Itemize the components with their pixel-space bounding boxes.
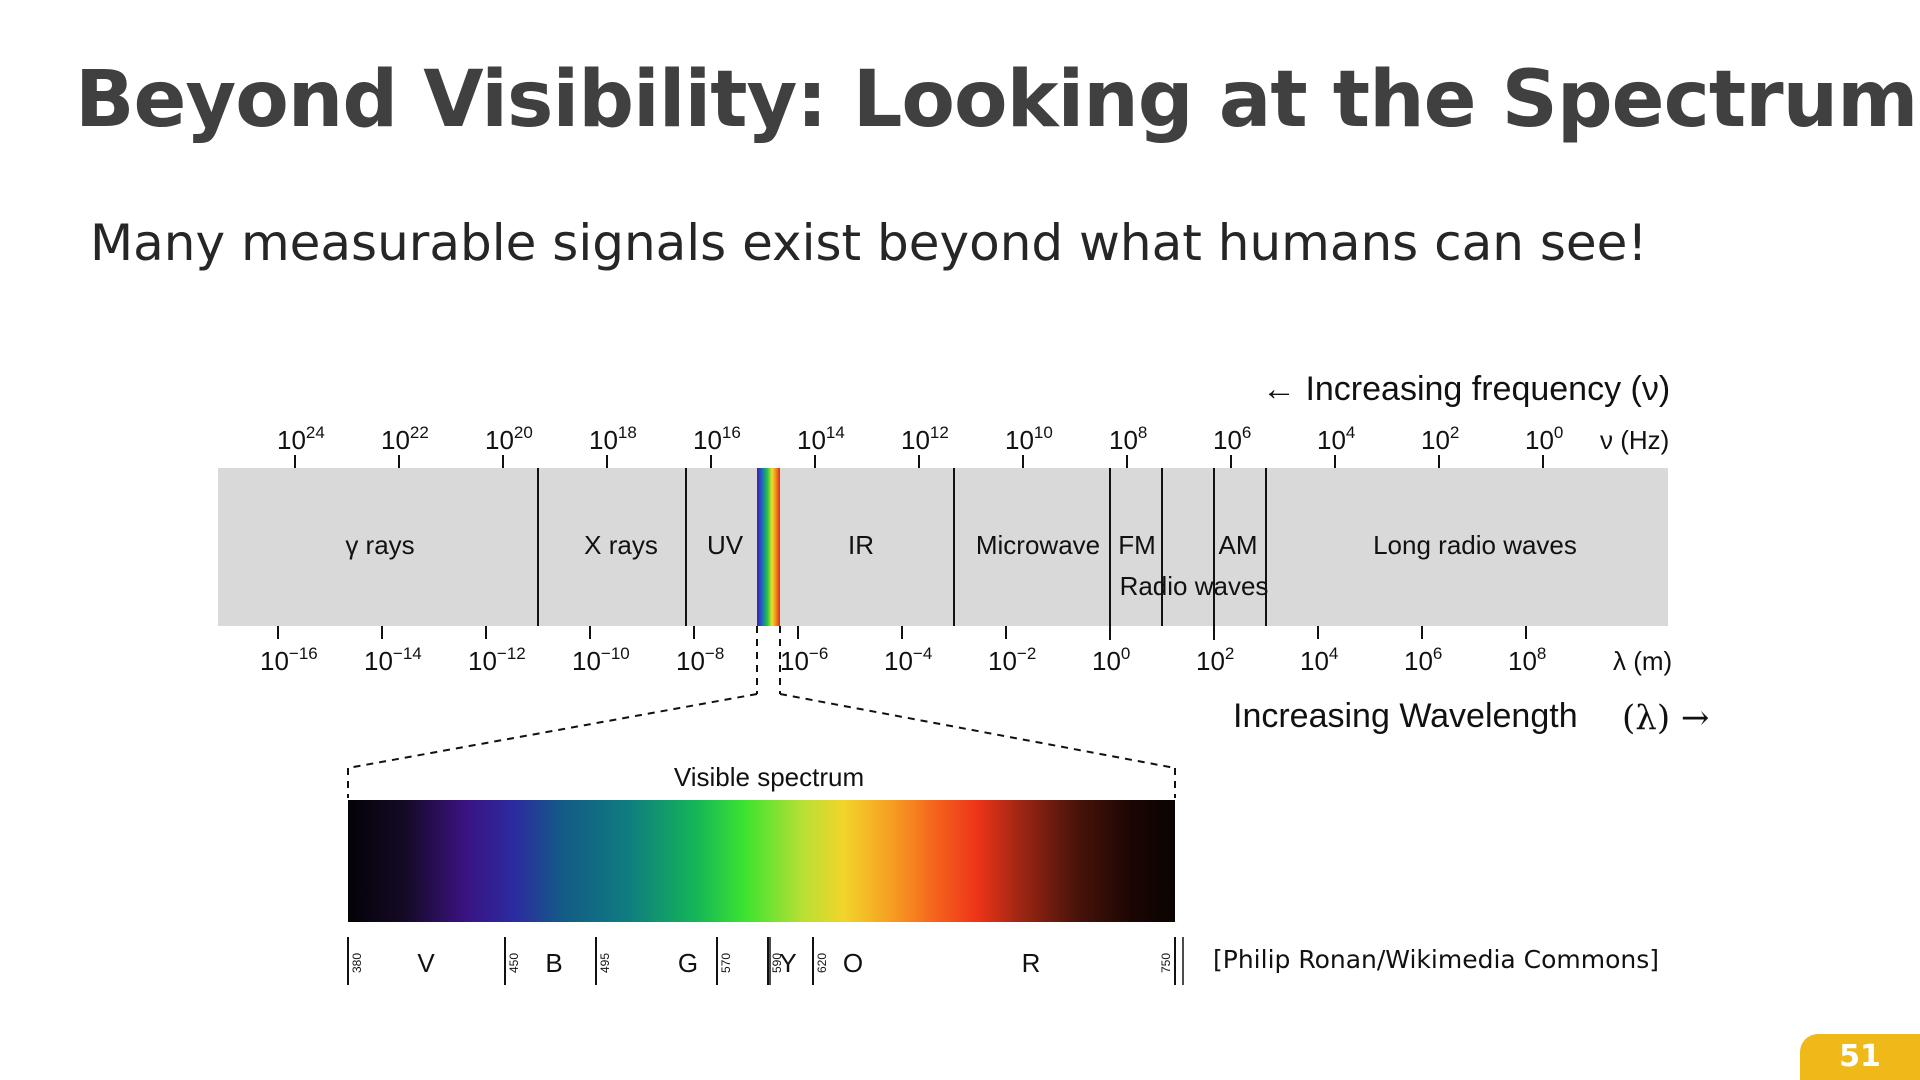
visible-boundary-label: 380 — [350, 953, 364, 973]
page-number-badge: 51 — [1800, 1034, 1920, 1080]
wavelength-tick-label: 10−14 — [364, 644, 422, 676]
visible-color-letter: V — [417, 948, 435, 978]
visible-color-letter: Y — [779, 948, 796, 978]
frequency-tick-label: 1024 — [277, 423, 325, 455]
band-x-rays: X rays — [584, 530, 658, 560]
wavelength-tick-label: 106 — [1404, 644, 1442, 676]
visible-band-strip — [757, 468, 780, 626]
visible-boundary-label: 450 — [507, 953, 521, 973]
wavelength-tick-label: 10−8 — [676, 644, 724, 676]
visible-boundary-label: 590 — [770, 953, 784, 973]
frequency-tick-label: 106 — [1213, 423, 1251, 455]
visible-boundary-label: 570 — [719, 953, 733, 973]
band-dividers — [537, 468, 1267, 640]
frequency-tick-label: 100 — [1525, 423, 1563, 455]
band-radio-waves: Radio waves — [1120, 571, 1269, 601]
wavelength-tick-label: 104 — [1300, 644, 1338, 676]
image-credit: [Philip Ronan/Wikimedia Commons] — [1213, 945, 1660, 974]
visible-color-letter: R — [1022, 948, 1041, 978]
wavelength-unit: λ (m) — [1613, 646, 1672, 676]
wavelength-tick-label: 10−4 — [884, 644, 932, 676]
frequency-tick-label: 1016 — [693, 423, 741, 455]
wavelength-tick-label: 108 — [1508, 644, 1546, 676]
frequency-tick-label: 108 — [1109, 423, 1147, 455]
frequency-tick-label: 1014 — [797, 423, 845, 455]
frequency-tick-label: 1010 — [1005, 423, 1053, 455]
wavelength-tick-label: 100 — [1092, 644, 1130, 676]
zoom-connector — [347, 626, 1176, 798]
wavelength-tick-label: 10−10 — [572, 644, 630, 676]
visible-boundary-label: 495 — [598, 953, 612, 973]
visible-color-letter: O — [843, 948, 863, 978]
visible-boundary-label: 620 — [815, 953, 829, 973]
visible-spectrum-bar — [348, 800, 1175, 922]
frequency-tick-label: 104 — [1317, 423, 1355, 455]
wavelength-tick-label: 10−2 — [988, 644, 1036, 676]
wavelength-axis-label: Increasing Wavelength — [1233, 697, 1578, 735]
frequency-tick-label: 1018 — [589, 423, 637, 455]
frequency-tick-label: 102 — [1421, 423, 1459, 455]
wavelength-tick-label: 102 — [1196, 644, 1234, 676]
spectrum-band — [218, 468, 1668, 626]
frequency-axis-label: ← Increasing frequency (ν) — [1262, 370, 1670, 408]
band-long-radio-waves: Long radio waves — [1373, 530, 1577, 560]
visible-spectrum-ticks: 380 450 495 570 590 620 750 — [347, 937, 1184, 985]
band-uv: UV — [707, 530, 744, 560]
wavelength-tick-label: 10−16 — [260, 644, 318, 676]
frequency-ticks: 1024 1022 1020 1018 1016 1014 1012 1010 108 106 10… — [277, 423, 1563, 468]
visible-spectrum-title: Visible spectrum — [674, 762, 864, 792]
band-gamma-rays: γ rays — [345, 530, 414, 560]
wavelength-tick-label: 10−12 — [468, 644, 526, 676]
band-ir: IR — [848, 530, 874, 560]
band-am: AM — [1219, 530, 1258, 560]
wavelength-tick-label: 10−6 — [780, 644, 828, 676]
frequency-tick-label: 1022 — [381, 423, 429, 455]
frequency-unit: ν (Hz) — [1600, 425, 1669, 455]
visible-boundary-label: 750 — [1159, 953, 1173, 973]
frequency-tick-label: 1020 — [485, 423, 533, 455]
slide-title: Beyond Visibility: Looking at the Spectr… — [75, 55, 1918, 145]
band-microwave: Microwave — [976, 530, 1100, 560]
slide-subtitle: Many measurable signals exist beyond wha… — [90, 214, 1648, 272]
visible-color-letter: G — [678, 948, 698, 978]
visible-color-letter: B — [545, 948, 562, 978]
band-fm: FM — [1118, 530, 1156, 560]
wavelength-ticks: 10−16 10−14 10−12 10−10 10−8 10−6 10−4 10−2 100 1… — [260, 626, 1546, 676]
wavelength-axis-suffix: (λ) → — [1622, 698, 1709, 738]
frequency-tick-label: 1012 — [901, 423, 949, 455]
